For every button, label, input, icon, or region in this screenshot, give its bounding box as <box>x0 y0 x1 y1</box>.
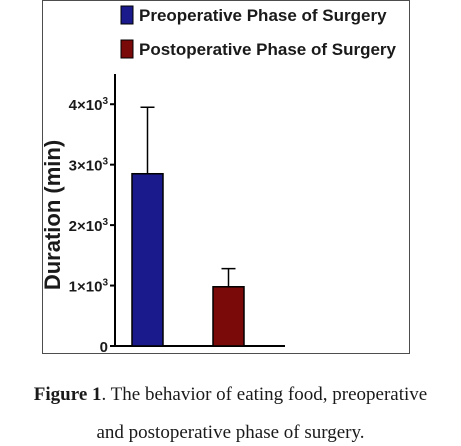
y-axis-label: Duration (min) <box>40 140 65 290</box>
y-tick-label-2: 2×103 <box>69 217 109 235</box>
bars <box>131 106 245 347</box>
legend-swatch-0 <box>120 5 134 25</box>
y-tick-exponent-3: 3 <box>102 157 108 168</box>
y-tick-label-0: 0 <box>100 339 108 356</box>
legend-swatch-1 <box>120 39 134 59</box>
y-axis: 0 1×103 2×103 3×103 4×103 <box>69 74 285 356</box>
legend: Preoperative Phase of Surgery Postoperati… <box>120 5 397 59</box>
legend-label-0: Preoperative Phase of Surgery <box>139 6 387 25</box>
figure-label: Figure 1 <box>33 384 102 405</box>
y-tick-exponent-4: 3 <box>102 96 108 107</box>
y-tick-label-1: 1×103 <box>69 278 109 296</box>
y-tick-label-3: 3×103 <box>69 157 109 175</box>
y-tick-exponent-1: 3 <box>102 278 108 289</box>
bar-1 <box>212 286 245 347</box>
y-tick-exponent-2: 3 <box>102 217 108 228</box>
figure-caption-line-1: Figure 1. The behavior of eating food, p… <box>0 384 461 406</box>
legend-label-1: Postoperative Phase of Surgery <box>139 40 397 59</box>
bar-chart: Preoperative Phase of Surgery Postoperati… <box>40 5 397 356</box>
bar-0 <box>131 172 164 347</box>
y-tick-label-4: 4×103 <box>69 96 109 114</box>
caption-text-1: . The behavior of eating food, preoperat… <box>101 384 428 405</box>
figure-caption-line-2: and postoperative phase of surgery. <box>96 422 365 443</box>
